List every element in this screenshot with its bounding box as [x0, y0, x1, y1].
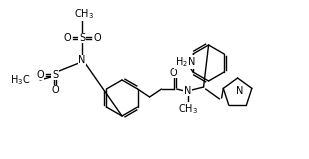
Text: O: O	[63, 33, 71, 43]
Text: S: S	[52, 70, 58, 80]
Text: O: O	[170, 68, 177, 78]
Text: H$_2$N: H$_2$N	[175, 55, 195, 69]
Text: O: O	[93, 33, 101, 43]
Text: O: O	[36, 70, 44, 80]
Text: S: S	[79, 33, 85, 43]
Text: CH$_3$: CH$_3$	[178, 102, 197, 116]
Text: CH$_3$: CH$_3$	[74, 7, 94, 21]
Text: O: O	[51, 85, 59, 95]
Text: N: N	[184, 86, 191, 96]
Text: H$_3$C: H$_3$C	[10, 73, 30, 87]
Text: N: N	[78, 55, 86, 65]
Text: N: N	[236, 86, 243, 96]
